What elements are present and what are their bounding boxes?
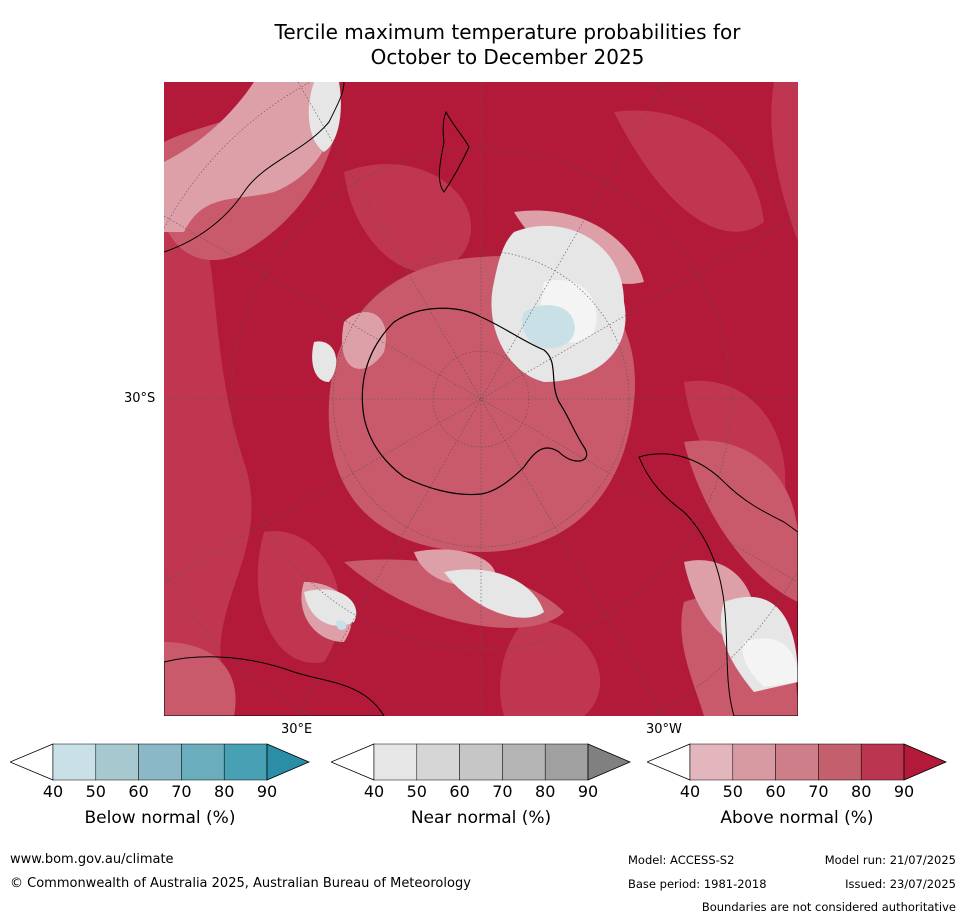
graticule [164, 82, 798, 716]
footer-base-period: Base period: 1981-2018 [628, 877, 767, 891]
colorbar-segment [689, 743, 734, 781]
colorbar-tick-label: 50 [406, 782, 427, 801]
title-line-2: October to December 2025 [370, 45, 645, 69]
above-80-region [164, 82, 798, 716]
colorbar-extend-high [587, 743, 631, 781]
africa-coastline [164, 656, 385, 716]
colorbar-near-label: Near normal (%) [410, 808, 552, 828]
colorbar-extend-high [903, 743, 947, 781]
colorbar-segment [818, 743, 862, 781]
title-line-1: Tercile maximum temperature probabilitie… [274, 20, 741, 44]
colorbar-tick-label: 80 [851, 782, 872, 801]
footer-website: www.bom.gov.au/climate [10, 852, 174, 867]
colorbar-tick-label: 60 [449, 782, 470, 801]
colorbar-segment [732, 743, 776, 781]
colorbar-segment [138, 743, 182, 781]
colorbar-extend-low [647, 743, 691, 781]
colorbar-segment [416, 743, 460, 781]
colorbar-tick-label: 90 [256, 782, 278, 801]
colorbar-tick-label: 40 [679, 782, 701, 801]
colorbar-segment [860, 743, 905, 781]
colorbar-segment [459, 743, 503, 781]
colorbar-tick-label: 70 [492, 782, 513, 801]
colorbar-segment [502, 743, 546, 781]
colorbar-segment [775, 743, 819, 781]
footer-copyright: © Commonwealth of Australia 2025, Austra… [10, 876, 471, 891]
colorbar-tick-label: 50 [85, 782, 106, 801]
australia-coastline [164, 82, 345, 253]
colorbar-tick-label: 40 [42, 782, 64, 801]
colorbar-above-normal [647, 743, 947, 781]
colorbar-segment [95, 743, 139, 781]
colorbar-tick-label: 80 [214, 782, 235, 801]
colorbar-above-label: Above normal (%) [720, 808, 874, 828]
colorbar-segment [52, 743, 97, 781]
colorbar-below-svg [10, 743, 310, 781]
colorbar-tick-label: 80 [535, 782, 556, 801]
south-america-coastline [638, 453, 798, 716]
new-zealand-coastline [438, 110, 470, 193]
colorbar-tick-label: 70 [808, 782, 829, 801]
colorbar-tick-label: 60 [128, 782, 149, 801]
colorbar-near-normal [331, 743, 631, 781]
below-normal-region [522, 305, 575, 349]
footer-issued: Issued: 23/07/2025 [845, 877, 956, 891]
probability-map [164, 82, 798, 716]
map-title: Tercile maximum temperature probabilitie… [160, 20, 855, 70]
antarctica-coastline [361, 307, 588, 496]
colorbar-tick-label: 70 [171, 782, 192, 801]
colorbar-segment [181, 743, 225, 781]
colorbar-extend-low [331, 743, 375, 781]
footer-disclaimer: Boundaries are not considered authoritat… [701, 900, 956, 914]
colorbar-tick-label: 40 [363, 782, 385, 801]
colorbar-tick-label: 90 [577, 782, 599, 801]
footer-model-run: Model run: 21/07/2025 [824, 853, 956, 867]
colorbar-near-svg [331, 743, 631, 781]
colorbar-tick-label: 60 [765, 782, 786, 801]
colorbar-below-label: Below normal (%) [84, 808, 236, 828]
lat-label-30s: 30°S [124, 391, 156, 406]
map-svg [164, 82, 798, 716]
colorbar-tick-label: 90 [893, 782, 915, 801]
lon-label-30w: 30°W [646, 722, 682, 737]
colorbar-segment [544, 743, 589, 781]
below-normal-small [336, 620, 347, 630]
lon-label-30e: 30°E [281, 722, 313, 737]
colorbar-segment [373, 743, 418, 781]
colorbar-above-svg [647, 743, 947, 781]
colorbar-extend-high [266, 743, 310, 781]
colorbar-tick-label: 50 [722, 782, 743, 801]
footer-model: Model: ACCESS-S2 [628, 853, 735, 867]
colorbar-below-normal [10, 743, 310, 781]
colorbar-extend-low [10, 743, 54, 781]
colorbar-segment [223, 743, 268, 781]
